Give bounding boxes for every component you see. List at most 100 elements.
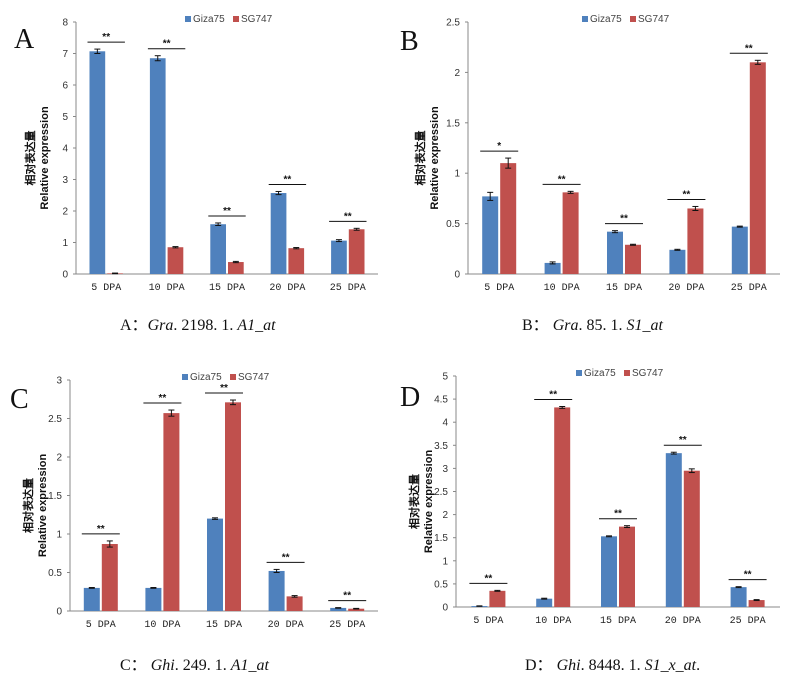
legend-swatch-giza75 — [576, 370, 582, 376]
panel-caption: C： Ghi. 249. 1. A1_at — [120, 657, 269, 674]
x-tick-label: 25 DPA — [330, 283, 366, 294]
bar-giza75 — [149, 58, 166, 274]
y-tick-label: 0 — [442, 603, 448, 614]
legend-swatch-sg747 — [230, 374, 236, 380]
chart-panel-a: A 0 1 2 3 4 5 6 7 8 相对表达量 Relative expression Giza75… — [14, 14, 378, 334]
significance-label: * — [497, 141, 501, 152]
significance-label: ** — [102, 32, 110, 43]
significance-label: ** — [679, 435, 687, 446]
x-tick-label: 5 DPA — [91, 283, 121, 294]
x-tick-label: 5 DPA — [86, 620, 116, 631]
bar-sg747 — [288, 248, 305, 274]
caption-italic: A1_at — [230, 657, 270, 674]
legend-swatch-sg747 — [624, 370, 630, 376]
legend-swatch-sg747 — [630, 16, 636, 22]
bar-sg747 — [687, 208, 704, 274]
caption-text: . — [696, 657, 700, 674]
bar-giza75 — [268, 570, 285, 611]
caption-text: D： — [525, 657, 557, 674]
bar-giza75 — [665, 453, 682, 607]
y-tick-label: 0.5 — [48, 568, 62, 579]
y-tick-label: 2 — [62, 207, 68, 218]
bar-sg747 — [562, 192, 579, 274]
y-tick-label: 6 — [62, 81, 68, 92]
x-tick-label: 25 DPA — [730, 616, 766, 627]
y-tick-label: 3 — [56, 376, 62, 387]
legend-label-giza75: Giza75 — [584, 368, 616, 379]
significance-label: ** — [558, 174, 566, 185]
y-axis-label-en: Relative expression — [39, 106, 51, 210]
caption-italic: Gra — [553, 317, 579, 334]
y-tick-label: 1 — [56, 530, 62, 541]
significance-label: ** — [284, 174, 292, 185]
significance-label: ** — [159, 393, 167, 404]
caption-text: A： — [120, 317, 148, 334]
caption-italic: Gra — [148, 317, 174, 334]
panel-letter: A — [14, 24, 35, 55]
y-tick-label: 3.5 — [434, 441, 448, 452]
bar-sg747 — [348, 608, 365, 611]
significance-label: ** — [343, 591, 351, 602]
x-tick-label: 15 DPA — [606, 283, 642, 294]
y-tick-label: 8 — [62, 18, 68, 29]
y-tick-label: 5 — [442, 372, 448, 383]
legend-label-sg747: SG747 — [238, 372, 270, 383]
significance-label: ** — [223, 206, 231, 217]
y-axis-label-cn: 相对表达量 — [21, 478, 35, 533]
legend-swatch-sg747 — [233, 16, 239, 22]
x-tick-label: 5 DPA — [484, 283, 514, 294]
caption-italic: A1_at — [236, 317, 276, 334]
panel-letter: C — [10, 384, 29, 415]
bar-giza75 — [145, 587, 162, 611]
bar-giza75 — [730, 587, 747, 607]
x-tick-label: 10 DPA — [144, 620, 180, 631]
bar-sg747 — [619, 526, 635, 607]
y-tick-label: 2 — [442, 510, 448, 521]
bar-sg747 — [163, 413, 180, 611]
y-tick-label: 2.5 — [446, 18, 460, 29]
significance-label: ** — [97, 524, 105, 535]
legend-label-giza75: Giza75 — [590, 14, 622, 25]
y-tick-label: 1 — [62, 238, 68, 249]
x-tick-label: 25 DPA — [731, 283, 767, 294]
bar-giza75 — [536, 598, 553, 607]
bar-sg747 — [500, 163, 517, 274]
y-tick-label: 7 — [62, 49, 68, 60]
y-tick-label: 1.5 — [434, 533, 448, 544]
significance-label: ** — [549, 389, 557, 400]
significance-label: ** — [220, 383, 228, 394]
bar-sg747 — [225, 402, 241, 611]
y-tick-label: 4.5 — [434, 395, 448, 406]
caption-italic: Ghi — [151, 657, 175, 674]
bar-sg747 — [683, 470, 700, 607]
y-axis-label-cn: 相对表达量 — [407, 474, 421, 529]
y-tick-label: 1 — [442, 556, 448, 567]
bar-sg747 — [167, 247, 184, 274]
legend-swatch-giza75 — [182, 374, 188, 380]
panel-caption: A：Gra. 2198. 1. A1_at — [120, 317, 276, 334]
y-tick-label: 0.5 — [434, 579, 448, 590]
y-tick-label: 4 — [62, 144, 68, 155]
y-tick-label: 0.5 — [446, 219, 460, 230]
caption-text: B： — [522, 317, 553, 334]
legend-swatch-giza75 — [582, 16, 588, 22]
significance-label: ** — [620, 214, 628, 225]
y-tick-label: 3 — [442, 464, 448, 475]
bar-giza75 — [601, 536, 617, 607]
significance-label: ** — [485, 573, 493, 584]
caption-italic: S1_x_at — [645, 657, 697, 674]
significance-label: ** — [745, 43, 753, 54]
caption-text: C： — [120, 657, 151, 674]
chart-panel-d: D 0 0.5 1 1.5 2 2.5 3 3.5 4 4.5 5 相对表达量 Relative expr… — [400, 368, 780, 674]
y-tick-label: 2.5 — [48, 414, 62, 425]
y-axis-label-cn: 相对表达量 — [413, 131, 427, 186]
x-tick-label: 10 DPA — [149, 283, 185, 294]
chart-panel-b: B 0 0.5 1 1.5 2 2.5 相对表达量 Relative expression Giz… — [400, 14, 780, 334]
bar-giza75 — [607, 231, 623, 274]
x-tick-label: 20 DPA — [268, 620, 304, 631]
x-tick-label: 20 DPA — [668, 283, 704, 294]
x-tick-label: 15 DPA — [209, 283, 245, 294]
legend-label-sg747: SG747 — [241, 14, 273, 25]
bar-giza75 — [731, 226, 748, 274]
